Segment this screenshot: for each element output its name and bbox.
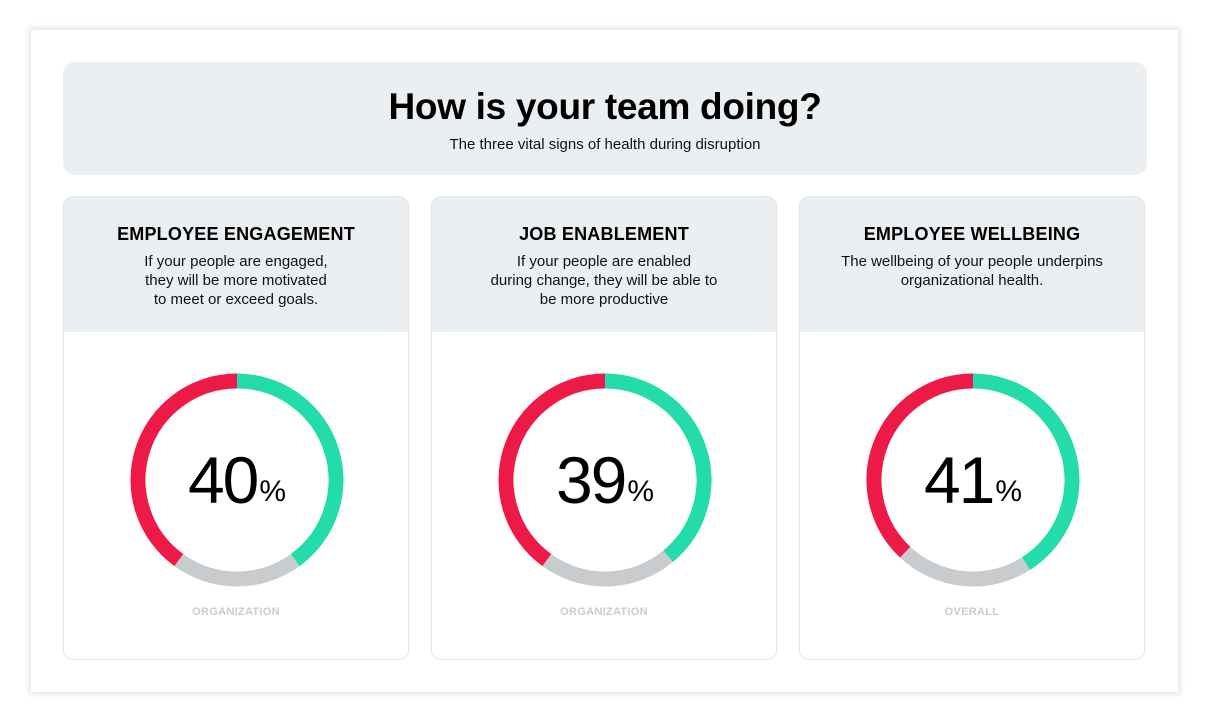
card-employee-wellbeing: EMPLOYEE WELLBEING The wellbeing of your… [799, 196, 1145, 660]
donut-segment-neutral [542, 550, 673, 587]
card-footer-label: ORGANIZATION [192, 606, 280, 618]
card-header: EMPLOYEE WELLBEING The wellbeing of your… [800, 197, 1144, 332]
card-description: The wellbeing of your people underpins o… [841, 253, 1103, 289]
card-title: JOB ENABLEMENT [519, 224, 689, 244]
card-job-enablement: JOB ENABLEMENT If your people are enable… [431, 196, 777, 660]
card-title: EMPLOYEE ENGAGEMENT [117, 224, 355, 244]
header-panel: How is your team doing? The three vital … [63, 62, 1147, 175]
donut-center-value: 40% [127, 370, 347, 590]
donut-segment-positive [972, 373, 1080, 570]
value-number: 39 [555, 443, 627, 517]
donut-chart-enablement [498, 373, 712, 587]
value-unit: % [995, 475, 1023, 508]
value-number: 41 [923, 443, 995, 517]
donut-segment-negative [498, 373, 606, 567]
donut-chart-wellbeing [866, 373, 1080, 587]
value-unit: % [259, 475, 287, 508]
card-title: EMPLOYEE WELLBEING [863, 224, 1081, 244]
card-header: JOB ENABLEMENT If your people are enable… [432, 197, 776, 332]
donut-segment-negative [130, 373, 238, 567]
donut-chart-engagement [130, 373, 344, 587]
donut-segment-positive [236, 373, 344, 567]
card-description: If your people are enabled during change… [490, 253, 718, 308]
value-number: 40 [187, 443, 259, 517]
infographic-frame: How is your team doing? The three vital … [31, 30, 1178, 692]
donut-center-value: 41% [863, 370, 1083, 590]
page-title: How is your team doing? [388, 86, 822, 127]
donut-segment-negative [866, 373, 974, 558]
donut-segment-neutral [900, 546, 1031, 587]
card-header: EMPLOYEE ENGAGEMENT If your people are e… [64, 197, 408, 332]
card-description: If your people are engaged, they will be… [144, 253, 328, 308]
donut-segment-neutral [174, 553, 300, 587]
page-subtitle: The three vital signs of health during d… [449, 136, 761, 153]
donut-center-value: 39% [495, 370, 715, 590]
card-footer-label: OVERALL [944, 606, 1000, 618]
donut-segment-positive [604, 373, 712, 563]
card-footer-label: ORGANIZATION [560, 606, 648, 618]
value-unit: % [627, 475, 655, 508]
card-employee-engagement: EMPLOYEE ENGAGEMENT If your people are e… [63, 196, 409, 660]
